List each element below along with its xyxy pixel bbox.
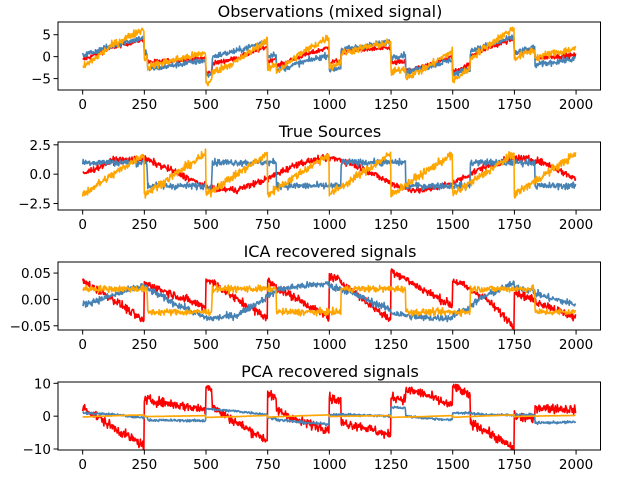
y-tick-label: −2.5 <box>18 197 51 213</box>
subplot-pca: PCA recovered signals 0 250 500 750 1000 1250… <box>23 362 601 473</box>
x-tick-label: 250 <box>131 457 157 473</box>
x-tick-label: 2000 <box>559 97 593 113</box>
subplot-ica: ICA recovered signals 0 250 500 750 1000 1250… <box>10 242 601 353</box>
series-line-orange <box>82 413 576 419</box>
x-tick-label: 1750 <box>497 97 531 113</box>
y-tick-label: 0.00 <box>21 292 51 308</box>
subplot-observations: Observations (mixed signal) 0 250 500 750 10… <box>31 2 601 113</box>
x-tick-label: 1250 <box>374 97 408 113</box>
x-tick-label: 1750 <box>497 337 531 353</box>
x-tick-label: 750 <box>255 97 281 113</box>
y-tick-label: −5 <box>31 72 51 88</box>
x-tick-label: 250 <box>131 337 157 353</box>
y-tick-label: −0.05 <box>10 319 51 335</box>
y-tick-label: 10 <box>34 376 51 392</box>
x-tick-label: 1250 <box>374 337 408 353</box>
series-group <box>81 26 577 87</box>
series-group <box>81 268 577 330</box>
x-tick-label: 0 <box>78 217 87 233</box>
x-tick-label: 1000 <box>312 217 346 233</box>
x-tick-label: 2000 <box>559 337 593 353</box>
series-line-orange <box>81 148 577 199</box>
x-tick-label: 500 <box>193 217 219 233</box>
y-tick-label: 0 <box>42 50 51 66</box>
x-tick-label: 2000 <box>559 217 593 233</box>
x-tick-label: 1000 <box>312 337 346 353</box>
y-tick-label: 0.05 <box>21 266 51 282</box>
x-tick-label: 1000 <box>312 457 346 473</box>
x-tick-label: 250 <box>131 97 157 113</box>
x-tick-label: 1500 <box>436 457 470 473</box>
x-tick-label: 500 <box>193 457 219 473</box>
x-tick-label: 750 <box>255 337 281 353</box>
y-tick-label: −10 <box>23 442 52 458</box>
x-tick-label: 1000 <box>312 97 346 113</box>
x-tick-label: 1750 <box>497 457 531 473</box>
x-tick-label: 1750 <box>497 217 531 233</box>
x-tick-label: 1500 <box>436 97 470 113</box>
x-tick-label: 0 <box>78 337 87 353</box>
subplot-title: ICA recovered signals <box>244 242 417 261</box>
x-tick-label: 2000 <box>559 457 593 473</box>
x-tick-label: 1250 <box>374 457 408 473</box>
series-line-red <box>81 268 577 330</box>
x-tick-label: 0 <box>78 457 87 473</box>
x-tick-label: 1250 <box>374 217 408 233</box>
series-line-orange <box>82 284 577 318</box>
x-tick-label: 1500 <box>436 217 470 233</box>
x-tick-label: 0 <box>78 97 87 113</box>
y-tick-label: 2.5 <box>30 138 51 154</box>
series-line-orange <box>82 26 577 87</box>
subplot-title: Observations (mixed signal) <box>218 2 443 21</box>
x-tick-label: 750 <box>255 217 281 233</box>
subplot-true-sources: True Sources 0 250 500 750 1000 1250 1500 1750 2… <box>18 122 601 233</box>
series-group <box>81 148 577 199</box>
y-tick-label: 0.0 <box>30 167 51 183</box>
series-line-steelblue <box>81 280 577 323</box>
series-group <box>81 383 577 450</box>
subplot-title: PCA recovered signals <box>241 362 419 381</box>
x-tick-label: 1500 <box>436 337 470 353</box>
x-tick-label: 250 <box>131 217 157 233</box>
subplot-title: True Sources <box>278 122 381 141</box>
y-tick-label: 0 <box>42 409 51 425</box>
x-tick-label: 750 <box>255 457 281 473</box>
y-tick-label: 5 <box>42 28 51 44</box>
x-tick-label: 500 <box>193 97 219 113</box>
x-tick-label: 500 <box>193 337 219 353</box>
